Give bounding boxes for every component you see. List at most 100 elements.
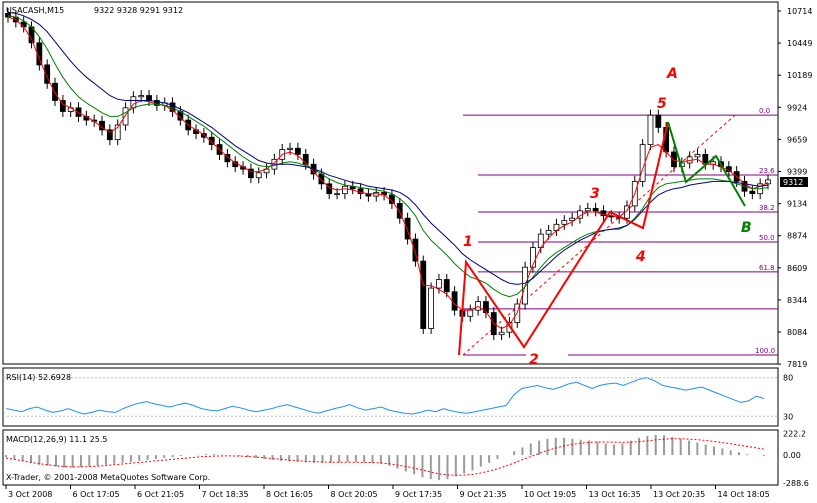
ma-line xyxy=(7,16,769,330)
elliott-wave-correction xyxy=(667,121,746,207)
candle-body xyxy=(75,107,82,117)
candle-body xyxy=(592,207,599,212)
candle-body xyxy=(545,230,552,235)
time-axis: 3 Oct 2008 6 Oct 17:05 6 Oct 21:05 7 Oct 18… xyxy=(5,485,770,499)
rsi-level-label: 80 xyxy=(783,374,793,383)
candle-body xyxy=(146,95,152,101)
candle-body xyxy=(694,154,701,158)
time-tick-label: 3 Oct 2008 xyxy=(8,490,52,499)
fib-level-label: 100.0 xyxy=(755,347,775,355)
candle-body xyxy=(59,100,66,112)
candle-body xyxy=(655,114,662,128)
price-tick-label: 8084 xyxy=(787,328,807,337)
candle-body xyxy=(404,217,411,240)
time-tick-label: 7 Oct 18:35 xyxy=(202,490,249,499)
wave-label: 3 xyxy=(590,186,600,202)
candle-body xyxy=(106,129,113,141)
elliott-wave-impulse xyxy=(458,121,669,356)
price-tick-label: 10449 xyxy=(787,39,812,48)
time-tick-label: 13 Oct 16:35 xyxy=(589,490,641,499)
candle-body xyxy=(247,168,254,179)
time-tick-label: 6 Oct 17:05 xyxy=(73,490,120,499)
time-tick-label: 6 Oct 21:05 xyxy=(137,490,184,499)
candle-body xyxy=(561,220,568,225)
candle-body xyxy=(5,12,11,18)
candle-body xyxy=(475,301,482,311)
candle-body xyxy=(138,95,145,98)
ma-line xyxy=(7,11,769,285)
price-tick-label: 9659 xyxy=(787,135,807,144)
wave-label: 5 xyxy=(657,96,667,112)
wave-label: B xyxy=(741,220,752,236)
macd-signal-line xyxy=(5,438,765,476)
price-tick-label: 8344 xyxy=(787,296,807,305)
candle-body xyxy=(428,287,434,329)
candle-body xyxy=(294,147,301,155)
candle-body xyxy=(396,203,403,219)
fib-level-label: 38.2 xyxy=(759,204,775,212)
time-tick-label: 14 Oct 18:05 xyxy=(718,490,770,499)
price-tick-label: 9134 xyxy=(787,200,807,209)
candle-body xyxy=(671,151,677,168)
time-tick-label: 9 Oct 21:35 xyxy=(460,490,507,499)
fib-level-label: 0.0 xyxy=(759,107,770,115)
candle-body xyxy=(624,205,630,219)
candle-body xyxy=(334,193,340,196)
fib-level-label: 23.6 xyxy=(759,167,775,175)
wave-labels: 1 2 3 4 5 A B xyxy=(463,66,752,368)
macd-level-label: 222.2 xyxy=(783,430,806,439)
candle-body xyxy=(420,260,427,329)
price-tick-label: 8609 xyxy=(787,264,807,273)
candle-body xyxy=(584,207,591,212)
rsi-indicator: 80 30 xyxy=(3,374,793,421)
candle-body xyxy=(224,154,231,163)
rsi-line xyxy=(5,377,765,415)
time-tick-label: 13 Oct 20:35 xyxy=(653,490,705,499)
fib-level-label: 50.0 xyxy=(759,234,775,242)
ma-line xyxy=(7,15,769,298)
time-tick-label: 9 Oct 17:35 xyxy=(395,490,442,499)
fib-level-label: 61.8 xyxy=(759,264,775,272)
candle-body xyxy=(451,291,458,311)
candle-body xyxy=(530,247,536,268)
copyright-footer: X-Trader, © 2001-2008 MetaQuotes Softwar… xyxy=(6,473,210,482)
candle-body xyxy=(483,301,489,314)
price-tick-label: 7819 xyxy=(787,360,807,369)
symbol-header: USACASH,M15 xyxy=(6,6,64,15)
macd-indicator: 222.2 0.00 -288.6 xyxy=(5,430,809,488)
candle-body xyxy=(208,136,215,146)
candle-body xyxy=(498,331,505,336)
candle-body xyxy=(255,172,262,179)
time-tick-label: 8 Oct 20:05 xyxy=(331,490,378,499)
last-price-label: 9312 xyxy=(783,178,803,187)
candle-body xyxy=(412,238,419,262)
price-tick-label: 9399 xyxy=(787,168,807,177)
candle-body xyxy=(467,309,474,317)
rsi-panel xyxy=(2,367,779,427)
macd-level-label: 0.00 xyxy=(783,451,801,460)
macd-level-label: -288.6 xyxy=(783,479,809,488)
time-tick-label: 8 Oct 16:05 xyxy=(266,490,313,499)
price-tick-label: 8874 xyxy=(787,232,807,241)
candle-body xyxy=(443,279,450,293)
candle-body xyxy=(114,124,121,141)
wave-label: 1 xyxy=(463,234,473,250)
candle-body xyxy=(287,147,293,150)
wave-lines xyxy=(458,121,746,356)
candle-body xyxy=(765,179,771,185)
wave-label: A xyxy=(666,66,678,82)
candle-body xyxy=(749,190,756,195)
wave-label: 4 xyxy=(635,249,646,265)
wave-label: 2 xyxy=(529,352,539,368)
last-price-tag xyxy=(780,177,808,187)
moving-averages xyxy=(7,11,769,330)
rsi-level-label: 30 xyxy=(783,412,793,421)
price-tick-label: 10714 xyxy=(787,7,812,16)
macd-title: MACD(12,26,9) 11.1 25.5 xyxy=(6,435,107,444)
price-tick-label: 9924 xyxy=(787,103,807,112)
macd-panel xyxy=(2,429,779,486)
candle-body xyxy=(436,279,442,289)
candle-body xyxy=(647,114,654,146)
candle-body xyxy=(302,154,309,165)
candle-body xyxy=(44,64,51,84)
